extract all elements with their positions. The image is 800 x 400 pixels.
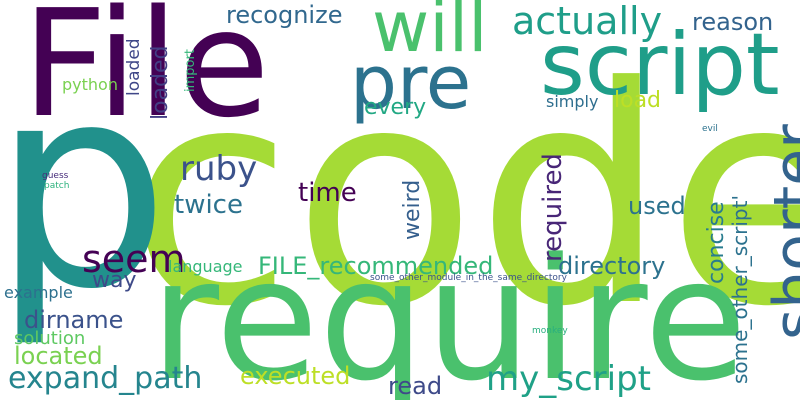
word-weird: weird [400,179,425,240]
word-way: way [92,268,137,293]
word-actually: actually [512,0,663,43]
word-language: language [168,257,243,276]
word-monkey: monkey [532,326,568,336]
word-directory: directory [558,252,666,280]
word-code: code [128,23,800,372]
word-file-recommended: FILE_recommended [258,252,494,280]
word-required: required [538,153,568,262]
word-twice: twice [174,190,243,220]
word-loaded: loaded [148,45,173,120]
word-ruby: ruby [180,149,258,189]
word-solution: solution [14,328,86,349]
word-every: every [364,95,427,120]
word-recognize: recognize [226,1,343,29]
word-executed: executed [240,362,351,390]
word-script: script [540,15,780,115]
word-evil: evil [702,124,718,134]
word-time: time [298,178,357,208]
word-concise: concise [704,201,729,284]
word-seem: seem [82,237,186,281]
word-load: load [614,88,662,113]
word-read: read [388,372,443,400]
word-patch: patch [44,181,70,191]
word-will: will [372,0,488,68]
word-p: p [0,25,170,351]
word-reason: reason [692,8,774,36]
word-pre: pre [350,40,472,126]
word-file: File [22,0,270,150]
word-expand-path: expand_path [8,361,203,396]
word-python: python [62,75,118,94]
word-my-script: my_script [486,359,651,399]
word-require: require [150,222,748,400]
word-shorter: shorter [761,124,800,340]
word-example: example [4,283,73,302]
word-located: located [14,342,103,370]
word-some-other-script: some_other_script' [728,195,752,384]
word-import: import [183,49,198,92]
word-loaded-2: loaded [124,38,144,96]
word-some-other-module: some_other_module_in_the_same_directory [370,273,567,283]
word-guess: guess [42,171,69,181]
word-simply: simply [546,92,599,111]
word-used: used [628,192,686,220]
word-dirname: dirname [24,306,124,334]
